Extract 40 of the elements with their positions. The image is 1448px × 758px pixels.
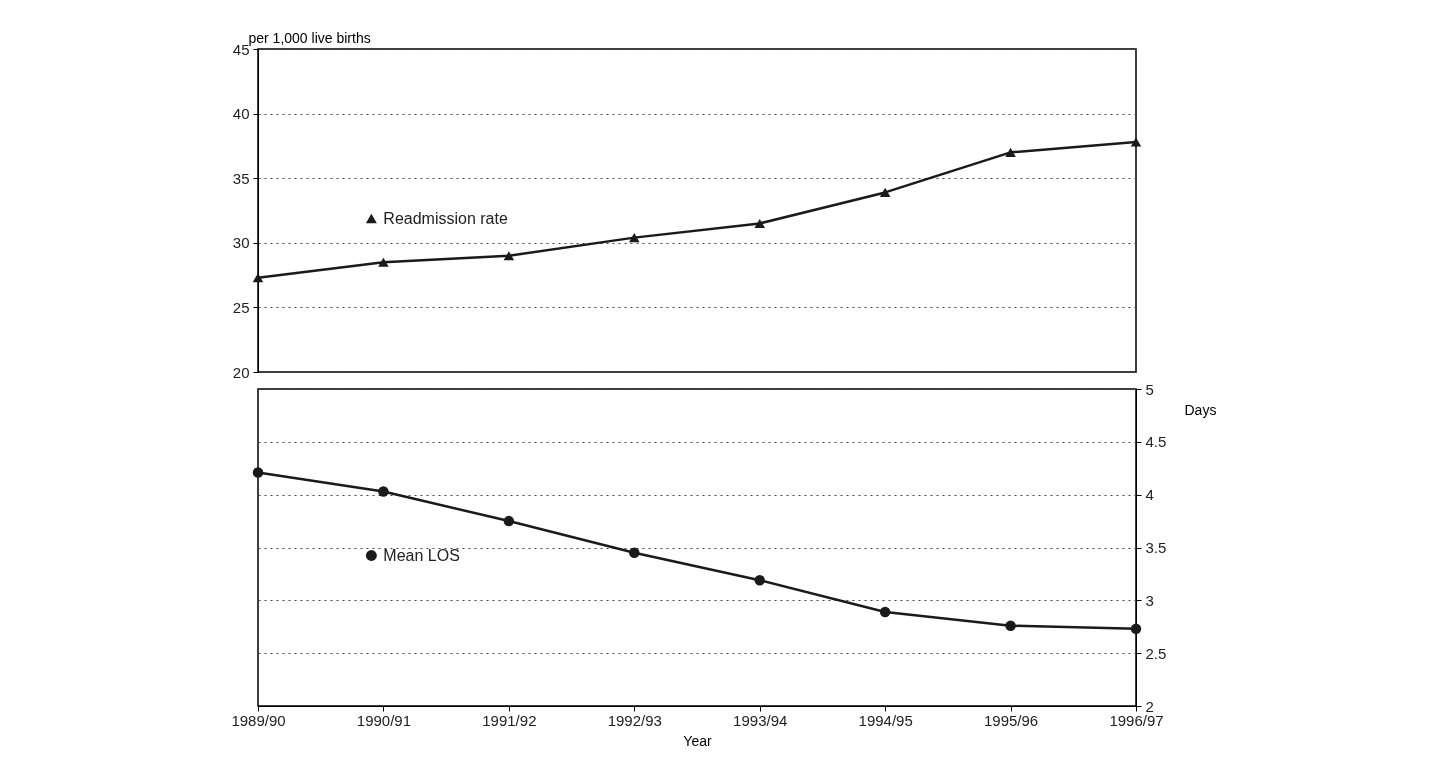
y-tick-label: 30: [232, 234, 250, 252]
point: [1130, 137, 1142, 147]
x-tick-label: 1989/90: [231, 711, 286, 729]
point: [879, 606, 891, 618]
y-tick-label: 20: [232, 363, 250, 381]
x-tick-label: 1994/95: [858, 711, 913, 729]
point: [378, 257, 389, 267]
point: [629, 547, 640, 559]
y2-tick-label: 2.5: [1145, 644, 1167, 662]
y-tick-label: 45: [232, 40, 250, 58]
point: [378, 486, 389, 497]
point: [503, 515, 515, 527]
point: [754, 575, 765, 586]
x-axis-title: Year: [683, 732, 712, 749]
point: [1005, 147, 1016, 157]
point: [1005, 620, 1016, 631]
point: [1130, 623, 1142, 635]
point: [252, 273, 264, 283]
y-tick-label: 25: [232, 298, 250, 316]
x-tick-label: 1995/96: [983, 711, 1039, 729]
y2-axis-title: Days: [1184, 401, 1217, 418]
legend-label: Mean LOS: [383, 546, 460, 564]
y2-tick-label: 4: [1145, 486, 1154, 504]
point: [879, 187, 891, 197]
y2-tick-label: 3.5: [1145, 539, 1167, 556]
x-tick-label: 1991/92: [482, 711, 537, 729]
y-tick-label: 40: [232, 105, 250, 123]
y-axis-title: per 1,000 live births: [248, 29, 371, 46]
legend-label: Readmission rate: [383, 209, 508, 227]
x-tick-label: 1990/91: [356, 711, 412, 729]
y2-tick-label: 5: [1145, 380, 1154, 398]
y-tick-label: 35: [232, 169, 250, 187]
y2-tick-label: 4.5: [1145, 433, 1167, 451]
point: [629, 233, 640, 243]
point: [754, 218, 765, 228]
x-tick-label: 1993/94: [733, 711, 788, 729]
x-tick-label: 1992/93: [607, 711, 662, 729]
y2-tick-label: 3: [1145, 591, 1154, 609]
point: [252, 467, 264, 478]
point: [503, 251, 515, 261]
